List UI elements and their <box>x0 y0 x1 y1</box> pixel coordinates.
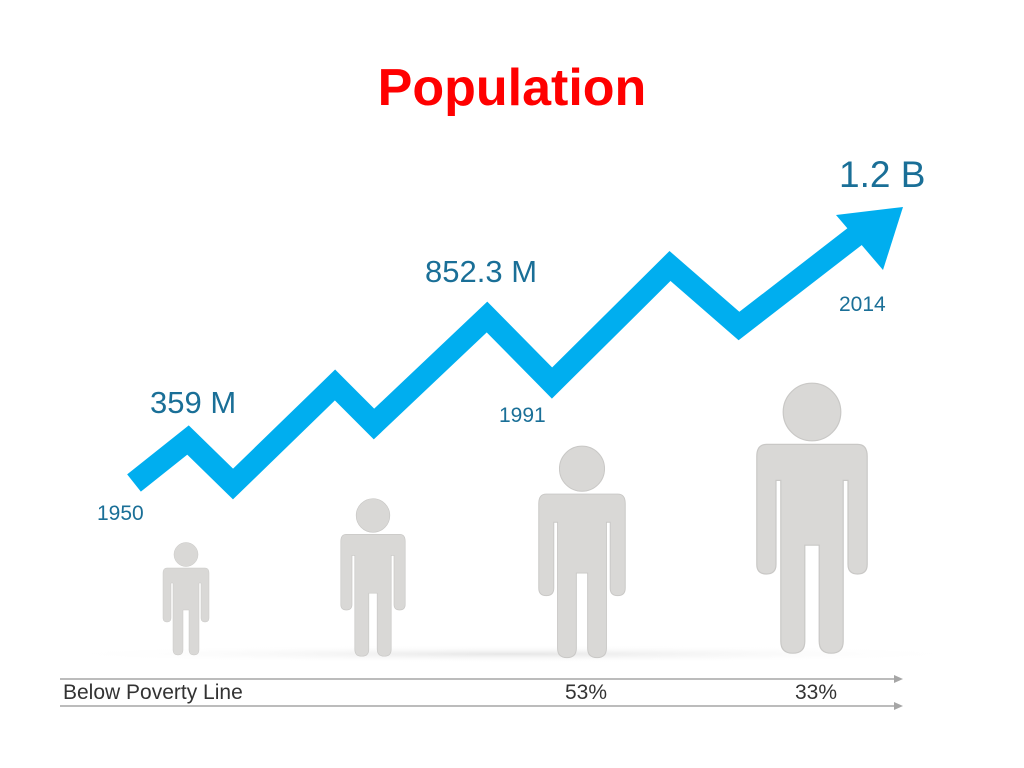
poverty-bottom-line-arrow <box>894 702 903 710</box>
growth-arrow-line <box>127 225 865 500</box>
poverty-value-1991: 53% <box>565 681 608 704</box>
floor-shadow <box>42 645 982 663</box>
person-figure-1950 <box>162 542 210 656</box>
growth-arrow-head <box>836 207 903 270</box>
poverty-value-2014: 33% <box>795 681 838 704</box>
poverty-top-line-arrow <box>894 675 903 683</box>
person-figure-1970 <box>340 498 406 657</box>
milestone-year-2014: 2014 <box>839 293 886 316</box>
milestone-value-2014: 1.2 B <box>839 154 926 195</box>
slide-title: Population <box>377 59 647 117</box>
milestone-value-1991: 852.3 M <box>425 254 538 289</box>
person-figure-2014 <box>756 382 868 654</box>
milestone-value-1950: 359 M <box>150 385 237 420</box>
person-figure-1991 <box>538 445 626 659</box>
milestone-year-1950: 1950 <box>97 502 144 525</box>
milestone-year-1991: 1991 <box>499 404 546 427</box>
poverty-label: Below Poverty Line <box>63 681 243 704</box>
